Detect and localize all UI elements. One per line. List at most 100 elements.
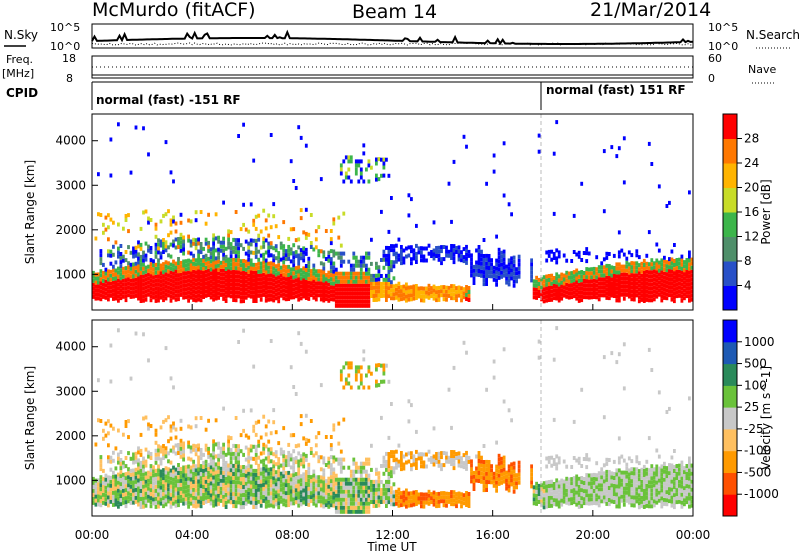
power-cell xyxy=(483,278,486,282)
power-cell xyxy=(378,269,381,273)
velocity-cell xyxy=(215,499,218,503)
power-cell xyxy=(628,287,631,291)
velocity-cell xyxy=(297,472,300,476)
power-cell xyxy=(230,278,233,282)
velocity-cell xyxy=(563,460,566,464)
velocity-cell xyxy=(618,460,621,464)
power-cell xyxy=(165,264,168,268)
velocity-cell xyxy=(185,465,188,469)
power-cell xyxy=(488,254,491,258)
velocity-cell xyxy=(495,473,498,477)
velocity-cell xyxy=(250,497,253,501)
power-cell xyxy=(172,216,175,220)
velocity-cell xyxy=(498,482,501,486)
power-cell xyxy=(668,265,671,269)
velocity-cell xyxy=(300,342,303,346)
power-cell xyxy=(160,256,163,260)
power-cell xyxy=(222,245,225,249)
power-cell xyxy=(322,267,325,271)
velocity-cell xyxy=(232,452,235,456)
velocity-cell xyxy=(340,369,343,373)
power-cell xyxy=(127,265,130,269)
power-cell xyxy=(157,262,160,266)
velocity-cell xyxy=(140,461,143,465)
power-cell xyxy=(570,271,573,275)
power-cell xyxy=(100,249,103,253)
velocity-cell xyxy=(247,464,250,468)
velocity-cell xyxy=(588,490,591,494)
velocity-cell xyxy=(342,478,345,482)
power-cell xyxy=(600,261,603,265)
power-cell xyxy=(352,292,355,296)
velocity-cell xyxy=(320,479,323,483)
power-cell xyxy=(235,282,238,286)
velocity-cell xyxy=(625,487,628,491)
power-cell xyxy=(232,282,235,286)
power-cell xyxy=(465,253,468,257)
velocity-cell xyxy=(190,482,193,486)
power-cell xyxy=(430,294,433,298)
velocity-cell xyxy=(205,468,208,472)
velocity-cell xyxy=(160,425,163,429)
velocity-cell xyxy=(385,500,388,504)
power-cell xyxy=(390,288,393,292)
power-cell xyxy=(608,276,611,280)
velocity-cell xyxy=(217,486,220,490)
power-cell xyxy=(500,255,503,259)
velocity-cell xyxy=(265,444,268,448)
velocity-cell xyxy=(215,495,218,499)
power-cell xyxy=(388,258,391,262)
velocity-cell xyxy=(232,464,235,468)
velocity-cell xyxy=(145,488,148,492)
power-cell xyxy=(225,295,228,299)
velocity-cell xyxy=(322,460,325,464)
velocity-cell xyxy=(257,420,260,424)
power-cell xyxy=(653,289,656,293)
power-cell xyxy=(130,291,133,295)
velocity-cell xyxy=(195,504,198,508)
velocity-cell xyxy=(438,456,441,460)
power-cell xyxy=(538,282,541,286)
power-cell xyxy=(688,299,691,303)
power-cell xyxy=(671,290,674,294)
power-cell xyxy=(255,247,258,251)
power-cell xyxy=(583,287,586,291)
power-cell xyxy=(210,271,213,275)
velocity-cell xyxy=(122,461,125,465)
power-cell xyxy=(473,265,476,269)
power-cell xyxy=(222,265,225,269)
power-cell xyxy=(207,293,210,297)
velocity-cell xyxy=(630,495,633,499)
velocity-cell xyxy=(347,478,350,482)
power-cell xyxy=(105,228,108,232)
velocity-cell xyxy=(165,418,168,422)
velocity-cell xyxy=(100,459,103,463)
power-cell xyxy=(207,269,210,273)
velocity-cell xyxy=(603,487,606,491)
power-cell xyxy=(310,277,313,281)
velocity-cell xyxy=(127,491,130,495)
power-cell xyxy=(280,258,283,262)
power-cell xyxy=(325,297,328,301)
velocity-cell xyxy=(505,483,508,487)
velocity-cell xyxy=(475,471,478,475)
velocity-cell xyxy=(375,500,378,504)
power-cell xyxy=(162,238,165,242)
velocity-cell xyxy=(578,481,581,485)
velocity-cell xyxy=(450,454,453,458)
velocity-cell xyxy=(170,469,173,473)
velocity-cell xyxy=(297,496,300,500)
velocity-cell xyxy=(498,462,501,466)
power-cell xyxy=(635,269,638,273)
velocity-cell xyxy=(362,478,365,482)
velocity-cell xyxy=(147,455,150,459)
power-cell xyxy=(207,213,210,217)
velocity-cell xyxy=(190,470,193,474)
velocity-cell xyxy=(125,496,128,500)
velocity-cell xyxy=(633,492,636,496)
velocity-cell xyxy=(352,502,355,506)
velocity-cell xyxy=(445,496,448,500)
velocity-cell xyxy=(202,473,205,477)
velocity-cell xyxy=(588,498,591,502)
power-cell xyxy=(352,264,355,268)
